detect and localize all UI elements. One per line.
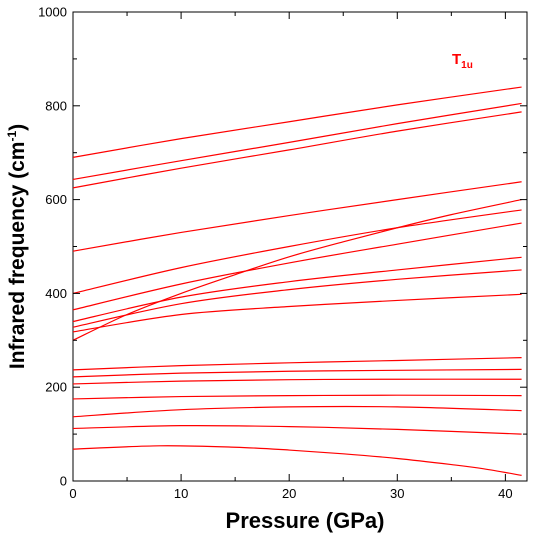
series-line-4	[72, 181, 522, 252]
series-layer	[72, 86, 522, 476]
y-tick-label: 600	[45, 192, 67, 207]
y-tick-label: 1000	[38, 5, 67, 20]
series-line-12	[72, 368, 522, 378]
series-line-8	[72, 256, 522, 323]
annotation-subscript: 1u	[461, 60, 473, 71]
series-annotation: T1u	[452, 51, 473, 71]
y-tick-label: 0	[60, 474, 67, 489]
y-axis-title-main: Infrared frequency (cm	[6, 142, 29, 370]
x-tick-label: 10	[174, 486, 188, 501]
x-axis-title: Pressure (GPa)	[226, 508, 385, 533]
x-tick-label: 30	[390, 486, 404, 501]
y-axis-title-close: )	[6, 124, 29, 131]
y-tick-label: 400	[45, 286, 67, 301]
plot-frame	[72, 11, 528, 482]
series-line-14	[72, 394, 522, 400]
series-line-16	[72, 424, 522, 435]
series-line-9	[72, 269, 522, 328]
x-tick-label: 20	[282, 486, 296, 501]
series-line-5	[72, 209, 522, 294]
series-line-2	[72, 102, 522, 181]
series-line-6	[72, 199, 522, 341]
series-line-3	[72, 111, 522, 189]
series-line-13	[72, 378, 522, 385]
series-line-7	[72, 222, 522, 311]
series-line-15	[72, 405, 522, 418]
annotation-main: T	[452, 51, 461, 68]
y-axis-title: Infrared frequency (cm-1)	[5, 124, 29, 369]
y-axis-title-superscript: -1	[5, 131, 19, 142]
series-line-10	[72, 293, 522, 333]
series-line-11	[72, 357, 522, 371]
series-line-1	[72, 86, 522, 158]
series-line-17	[72, 445, 522, 476]
x-tick-label: 0	[69, 486, 76, 501]
y-tick-label: 200	[45, 380, 67, 395]
y-tick-label: 800	[45, 98, 67, 113]
x-tick-label: 40	[498, 486, 512, 501]
